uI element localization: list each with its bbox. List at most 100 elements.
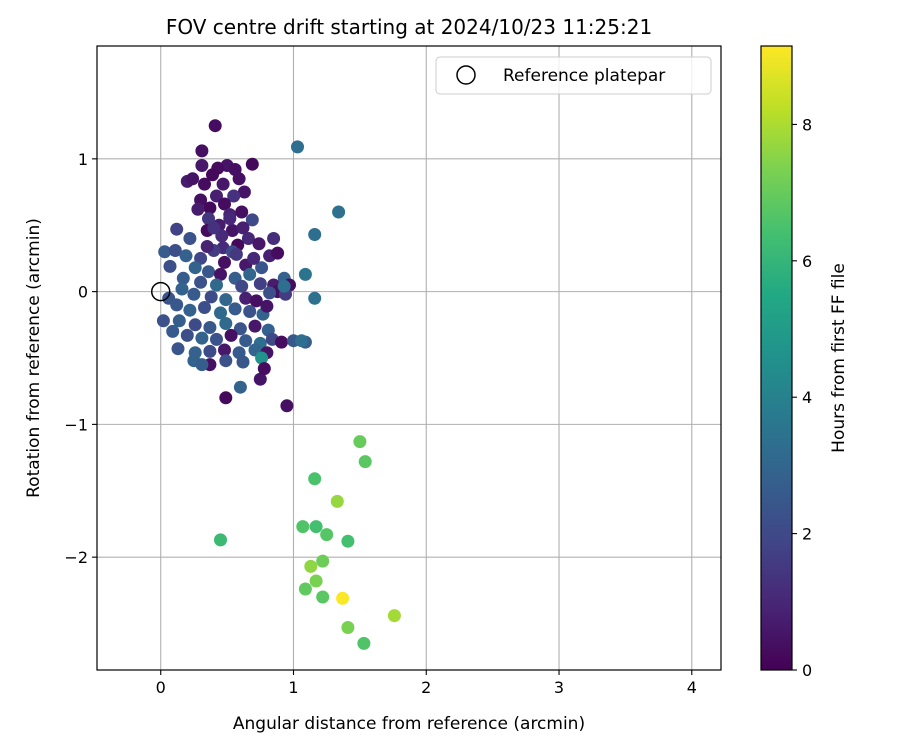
colorbar: 0 2 4 6 8 Hours from first FF file — [760, 45, 849, 680]
data-point — [320, 528, 334, 542]
data-point — [219, 293, 233, 307]
data-point — [277, 279, 291, 293]
x-tick-label: 3 — [554, 678, 564, 697]
data-point — [208, 119, 222, 133]
data-point — [170, 298, 184, 312]
colorbar-tick-label: 0 — [802, 661, 812, 680]
data-point — [170, 222, 184, 236]
data-point — [225, 224, 239, 237]
data-point — [228, 302, 242, 316]
data-point — [195, 358, 209, 372]
colorbar-label: Hours from first FF file — [829, 263, 849, 453]
data-point — [224, 328, 238, 342]
data-point — [358, 455, 372, 469]
data-point — [255, 351, 269, 365]
data-point — [341, 534, 355, 548]
data-point — [171, 342, 185, 356]
colorbar-tick-label: 4 — [802, 388, 812, 407]
x-axis-ticks: 0 1 2 3 4 — [156, 670, 697, 697]
y-tick-label: 0 — [78, 283, 88, 302]
data-point — [308, 228, 322, 241]
data-point — [239, 334, 253, 348]
data-point — [271, 246, 285, 260]
data-point — [168, 244, 182, 257]
data-point — [260, 299, 274, 313]
data-point — [198, 301, 211, 314]
x-tick-label: 1 — [288, 678, 298, 697]
data-point — [267, 232, 281, 245]
data-point — [257, 362, 271, 376]
y-tick-label: −1 — [64, 415, 88, 434]
data-point — [202, 265, 215, 279]
data-point — [249, 294, 263, 308]
data-point — [156, 314, 170, 328]
data-point — [183, 303, 197, 317]
data-point — [248, 319, 262, 333]
data-point — [235, 279, 249, 293]
data-point — [207, 221, 221, 235]
data-point — [223, 212, 237, 226]
data-point — [183, 232, 197, 245]
data-point — [357, 636, 371, 650]
colorbar-tick-label: 2 — [802, 525, 812, 544]
data-point — [263, 286, 277, 300]
data-point — [280, 399, 294, 413]
data-point — [218, 197, 231, 211]
data-point — [203, 321, 217, 334]
data-point — [316, 554, 330, 568]
data-point — [298, 267, 312, 281]
data-point — [233, 322, 247, 336]
data-point — [215, 229, 229, 243]
data-point — [180, 328, 194, 342]
data-point — [309, 574, 323, 588]
x-axis-label: Angular distance from reference (arcmin) — [233, 714, 585, 734]
data-point — [198, 177, 211, 191]
data-point — [229, 247, 243, 261]
y-axis-ticks: −2 −1 0 1 — [64, 150, 97, 567]
data-point — [243, 267, 257, 281]
data-point — [275, 335, 288, 349]
data-point — [188, 261, 202, 275]
data-point — [309, 520, 323, 534]
data-point — [237, 185, 251, 199]
data-point — [295, 334, 308, 348]
data-point — [387, 609, 401, 623]
data-point — [227, 189, 241, 203]
data-point — [235, 205, 249, 219]
data-point — [172, 314, 186, 328]
chart-title: FOV centre drift starting at 2024/10/23 … — [166, 15, 652, 39]
data-point — [204, 290, 218, 304]
y-axis-label: Rotation from reference (arcmin) — [24, 218, 44, 498]
y-tick-label: −2 — [64, 548, 88, 567]
data-point — [163, 259, 177, 273]
data-point — [291, 140, 304, 154]
data-point — [316, 590, 330, 604]
data-point — [219, 391, 233, 405]
data-point — [195, 331, 209, 345]
data-point — [245, 157, 259, 171]
data-point — [243, 305, 257, 318]
data-point — [216, 177, 230, 191]
data-point — [336, 591, 350, 605]
reference-platepar-marker — [150, 281, 171, 302]
legend-open-circle-icon — [456, 65, 476, 85]
data-point — [232, 172, 246, 186]
scatter-points — [156, 119, 401, 650]
data-point — [166, 324, 180, 338]
data-point — [186, 172, 200, 186]
data-point — [179, 249, 193, 263]
data-point — [236, 221, 250, 235]
data-point — [236, 355, 250, 369]
data-point — [203, 201, 217, 215]
colorbar-tick-label: 8 — [802, 115, 812, 134]
data-point — [206, 168, 219, 182]
data-point — [304, 559, 318, 573]
x-tick-label: 2 — [421, 678, 431, 697]
data-point — [353, 435, 367, 449]
data-point — [175, 282, 189, 296]
data-point — [218, 255, 231, 269]
colorbar-gradient — [760, 45, 793, 671]
data-point — [332, 205, 346, 219]
data-point — [176, 271, 190, 285]
data-point — [187, 287, 201, 301]
